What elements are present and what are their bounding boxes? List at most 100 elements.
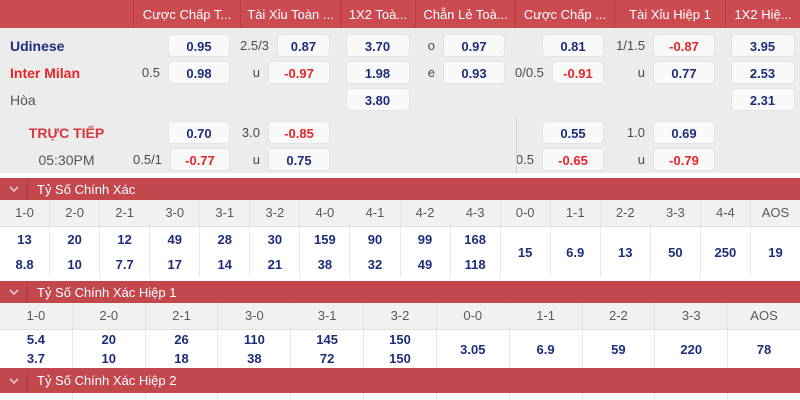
- score-column-header: 4-0: [300, 200, 351, 226]
- score-odds-cell[interactable]: 20 10: [73, 330, 146, 368]
- score-column-header: 0-0: [501, 200, 551, 226]
- chevron-down-icon[interactable]: [0, 281, 28, 303]
- cell-1x2-ft: [340, 121, 415, 144]
- cell-1x2-ft: 3.70: [340, 34, 415, 57]
- odds-value[interactable]: -0.87: [653, 34, 715, 57]
- section-title: Tỷ Số Chính Xác: [37, 181, 136, 197]
- score-odds-cell[interactable]: 28 14: [200, 227, 251, 277]
- score-odds-cell[interactable]: 78: [728, 330, 800, 368]
- odds-header-overunder-h1[interactable]: Tài Xỉu Hiệp 1: [614, 0, 725, 28]
- odds-value[interactable]: 0.93: [443, 61, 505, 84]
- score-odds-cell: [437, 393, 510, 400]
- score-odds-cell[interactable]: 168 118: [451, 227, 501, 277]
- cell-1x2-h1: 2.31: [725, 88, 800, 111]
- score-odds-cell[interactable]: 20 10: [50, 227, 101, 277]
- score-odds-cell[interactable]: 99 49: [401, 227, 451, 277]
- score-odds-cell[interactable]: 50: [651, 227, 701, 277]
- odds-header-handicap-ft[interactable]: Cược Chấp T...: [133, 0, 240, 28]
- odds-value[interactable]: -0.85: [268, 121, 330, 144]
- odds-value[interactable]: 0.77: [653, 61, 715, 84]
- score-odds-value: 49: [417, 257, 433, 272]
- odds-value[interactable]: 0.98: [168, 61, 230, 84]
- score-odds-cell[interactable]: 15: [501, 227, 551, 277]
- score-odds-cell[interactable]: 13: [601, 227, 651, 277]
- score-odds-cell[interactable]: 3.05: [437, 330, 510, 368]
- odds-header-1x2-ft[interactable]: 1X2 Toà...: [340, 0, 415, 28]
- score-odds-cell[interactable]: 5.4 3.7: [0, 330, 73, 368]
- score-odds-cell[interactable]: 12 7.7: [100, 227, 151, 277]
- odds-value[interactable]: 3.95: [730, 34, 795, 57]
- odds-header-1x2-h1[interactable]: 1X2 Hiệ...: [725, 0, 800, 28]
- score-odds-cell[interactable]: 13 8.8: [0, 227, 51, 277]
- score-odds-cell[interactable]: 220: [655, 330, 729, 368]
- score-odds-cell[interactable]: 150 150: [364, 330, 437, 368]
- odds-value[interactable]: 0.70: [168, 121, 230, 144]
- score-odds-value: 8.8: [15, 257, 34, 272]
- cell-1x2-h1: [725, 121, 800, 144]
- score-column-header: 3-1: [200, 200, 251, 226]
- odds-value[interactable]: 0.81: [542, 34, 604, 57]
- odds-value[interactable]: -0.91: [551, 61, 604, 84]
- chevron-down-icon[interactable]: [0, 369, 28, 392]
- odds-value[interactable]: 0.69: [653, 121, 715, 144]
- cell-overunder-h1: 1.0 0.69: [614, 121, 725, 144]
- odds-value[interactable]: 0.55: [542, 121, 604, 144]
- correct-score-section-h2: Tỷ Số Chính Xác Hiệp 2: [0, 368, 800, 400]
- odds-row-live-1: TRỰC TIẾP 0.70 3.0 -0.85 0.55: [0, 119, 800, 146]
- section-header-bar[interactable]: Tỷ Số Chính Xác Hiệp 1: [0, 281, 800, 303]
- score-header-row: 1-0 2-0 2-1 3-0 3-1 3-2 4-0 4-1 4-2 4-3 0-0 1-1 2-2 3…: [0, 200, 800, 227]
- score-odds-cell[interactable]: 49 17: [150, 227, 201, 277]
- score-odds-cell[interactable]: 19: [751, 227, 800, 277]
- live-badge: TRỰC TIẾP: [28, 124, 105, 141]
- score-odds-value: 10: [67, 257, 82, 272]
- section-header-bar[interactable]: Tỷ Số Chính Xác: [0, 178, 800, 200]
- odds-value[interactable]: -0.97: [268, 61, 330, 84]
- odds-value[interactable]: 0.95: [168, 34, 230, 57]
- score-odds-cell: [73, 393, 146, 400]
- score-column-header: 0-0: [437, 303, 510, 329]
- cell-1x2-h1: 3.95: [725, 34, 800, 57]
- score-odds-cell[interactable]: 250: [701, 227, 751, 277]
- score-odds-cell[interactable]: 110 38: [218, 330, 292, 368]
- score-odds-cell[interactable]: 90 32: [350, 227, 401, 277]
- score-odds-cell[interactable]: 159 38: [300, 227, 351, 277]
- odds-value[interactable]: -0.77: [169, 148, 230, 171]
- score-column-header: 2-1: [100, 200, 151, 226]
- oddeven-side: e: [427, 65, 435, 80]
- odds-value[interactable]: 1.98: [345, 61, 410, 84]
- odds-value[interactable]: 0.87: [276, 34, 330, 57]
- chevron-down-icon[interactable]: [0, 178, 28, 200]
- odds-header-handicap-h1[interactable]: Cược Chấp ...: [515, 0, 614, 28]
- score-odds-cell[interactable]: 6.9: [510, 330, 583, 368]
- correct-score-section-ft: Tỷ Số Chính Xác 1-0 2-0 2-1 3-0 3-1 3-2 4-0 4-1…: [0, 178, 800, 277]
- odds-value[interactable]: 3.70: [345, 34, 410, 57]
- odds-value[interactable]: -0.79: [653, 148, 715, 171]
- score-odds-cell[interactable]: 59: [583, 330, 656, 368]
- score-odds-cell[interactable]: 26 18: [146, 330, 219, 368]
- score-column-header: 4-1: [350, 200, 401, 226]
- score-odds-cell[interactable]: 30 21: [250, 227, 301, 277]
- score-odds-value: 13: [17, 232, 32, 247]
- odds-row-live-2: 05:30PM 0.5/1 -0.77 u 0.75 0.5 -0.65: [0, 146, 800, 173]
- score-odds-value: 72: [319, 351, 335, 366]
- odds-value[interactable]: 2.31: [730, 88, 795, 111]
- score-odds-cell[interactable]: 6.9: [551, 227, 601, 277]
- score-odds-cell[interactable]: 145 72: [291, 330, 365, 368]
- odds-value[interactable]: 0.97: [443, 34, 505, 57]
- section-header-bar[interactable]: Tỷ Số Chính Xác Hiệp 2: [0, 368, 800, 393]
- cell-oddeven-ft: [415, 148, 515, 171]
- odds-header-oddeven-ft[interactable]: Chẵn Lẻ Toà...: [415, 0, 515, 28]
- odds-rows: Udinese 0.95 2.5/3 0.87 3.70 o 0.97 0.81: [0, 28, 800, 173]
- handicap-line: 0.5: [141, 65, 160, 80]
- score-column-header: 3-1: [291, 303, 365, 329]
- score-odds-row: 13 8.8 20 10 12 7.7 49 17 28 14 30 21 159 38 90 32 99 49 1…: [0, 227, 800, 277]
- odds-value[interactable]: 2.53: [730, 61, 795, 84]
- odds-header-overunder-ft[interactable]: Tài Xỉu Toàn ...: [240, 0, 340, 28]
- odds-row-away: Inter Milan 0.5 0.98 u -0.97 1.98 e 0.93…: [0, 59, 800, 86]
- odds-value[interactable]: -0.65: [542, 148, 604, 171]
- odds-value[interactable]: 0.75: [268, 148, 330, 171]
- score-odds-value: 18: [174, 351, 189, 366]
- odds-value[interactable]: 3.80: [345, 88, 410, 111]
- overunder-line: u: [637, 152, 645, 167]
- cell-handicap-h1: 0.5 -0.65: [515, 148, 614, 171]
